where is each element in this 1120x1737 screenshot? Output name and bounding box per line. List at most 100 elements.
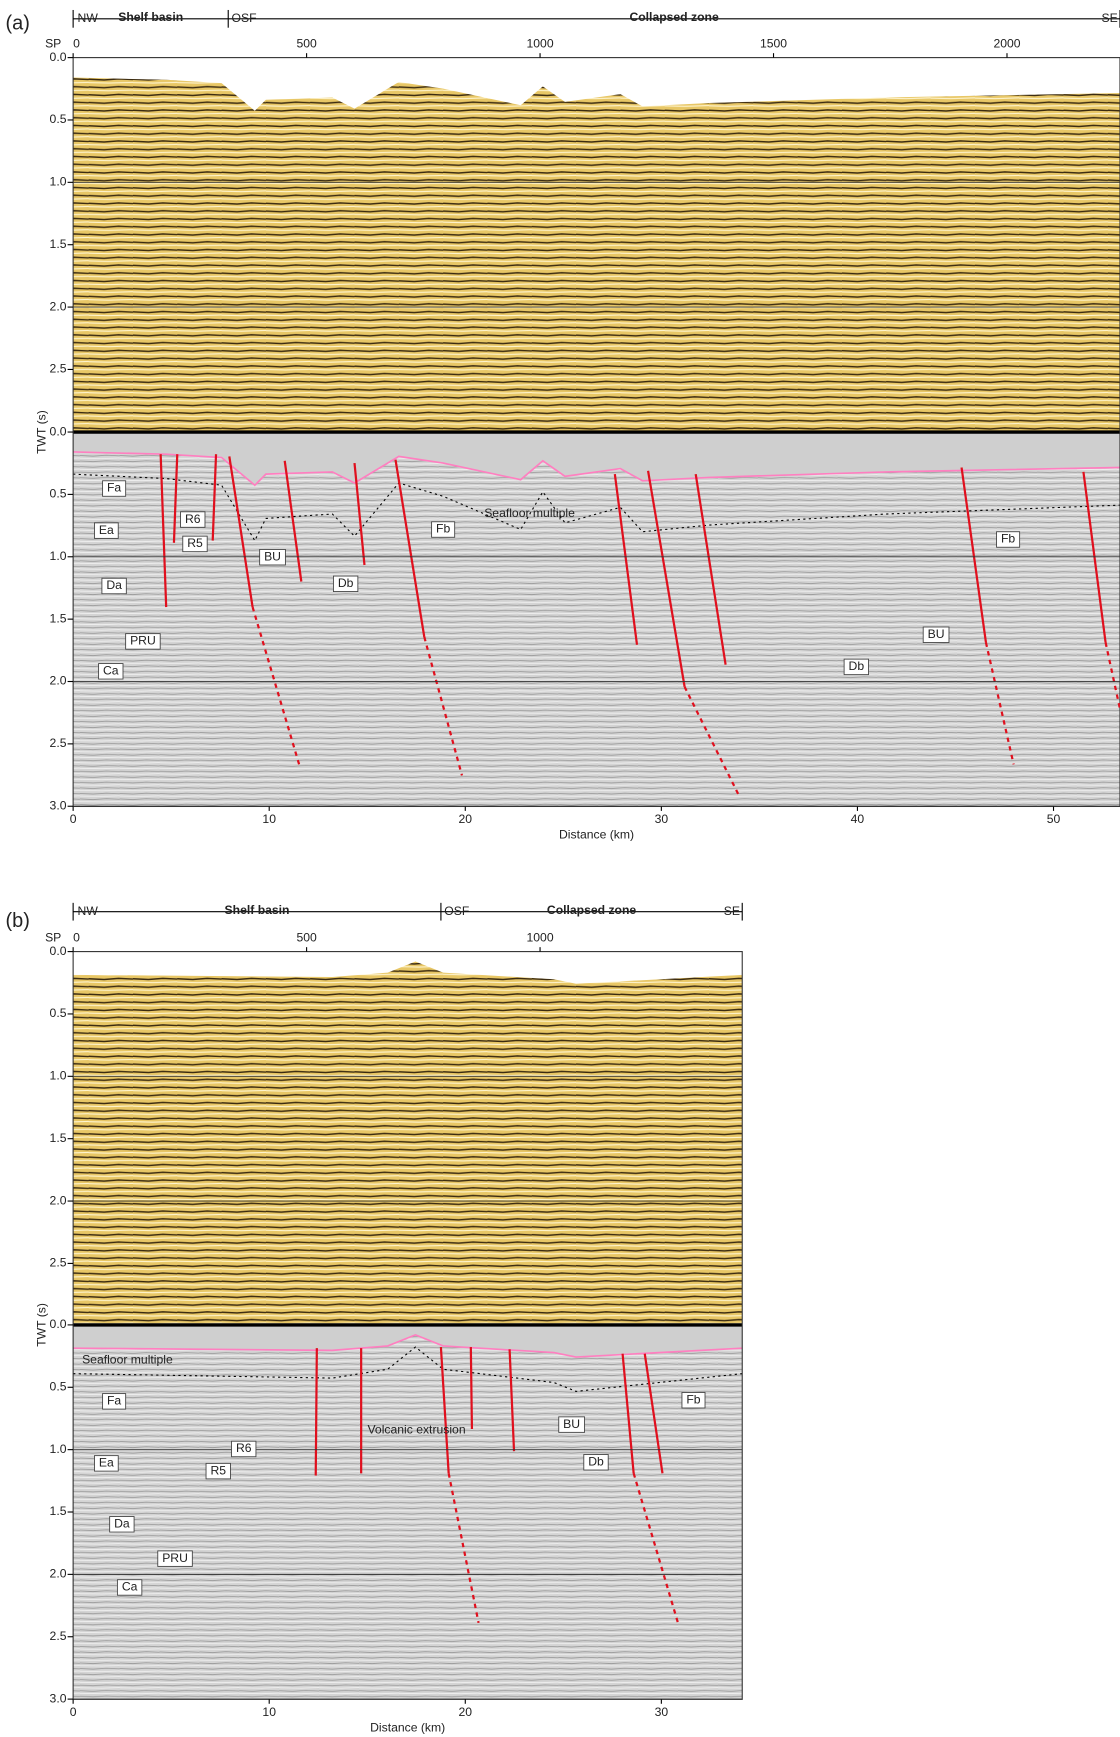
y-tick-label: 1.0 <box>50 175 67 189</box>
annotation-box <box>431 521 456 538</box>
fault <box>353 462 366 566</box>
annotation-box <box>109 1516 135 1533</box>
seismic-interpreted <box>73 1324 743 1700</box>
annotation: BU <box>563 1417 580 1431</box>
y-tick-label: 3.0 <box>50 798 67 812</box>
sp-tick-label: 2000 <box>993 37 1020 51</box>
sp-tick-label: 500 <box>296 37 317 51</box>
annotation-box <box>98 663 124 680</box>
panel: (b) NW Shelf basin OSF Collapsed zone SE SP 0 50… <box>6 903 743 1734</box>
annotation: R5 <box>210 1463 226 1477</box>
fault <box>211 454 218 541</box>
annotation: Fa <box>107 1394 121 1408</box>
header-side: NW <box>78 11 99 25</box>
x-tick-label: 30 <box>655 1705 669 1719</box>
annotation: BU <box>928 627 945 641</box>
y-tick-label: 0.5 <box>50 1006 67 1020</box>
annotation-box <box>116 1579 143 1596</box>
y-tick-label: 2.5 <box>50 362 67 376</box>
seismic-raw <box>73 951 743 1325</box>
annotation: Db <box>338 576 354 590</box>
y-axis-label: TWT (s) <box>34 410 48 454</box>
header-zone: Collapsed zone <box>547 903 637 917</box>
header-zone: Shelf basin <box>118 10 183 24</box>
y-axis-label: TWT (s) <box>34 1303 48 1347</box>
y-tick-label: 0.5 <box>50 1379 67 1393</box>
fault <box>508 1349 516 1452</box>
annotation: Seafloor multiple <box>82 1353 173 1367</box>
y-tick-label: 0.0 <box>50 1317 67 1331</box>
y-tick-label: 0.5 <box>50 112 67 126</box>
annotation: Ca <box>103 664 119 678</box>
fault-inferred <box>447 1473 480 1624</box>
annotation-box <box>180 511 206 528</box>
fault <box>283 460 303 582</box>
y-tick-label: 2.5 <box>50 1256 67 1270</box>
annotation-box <box>843 658 869 676</box>
annotation-box <box>259 549 286 566</box>
y-tick-label: 0.5 <box>50 487 67 501</box>
annotation: Da <box>106 578 122 592</box>
y-tick-label: 1.5 <box>50 1131 67 1145</box>
header-side: SE <box>724 904 740 918</box>
y-tick-label: 0.0 <box>50 424 67 438</box>
water-column <box>73 57 1120 111</box>
sp-label: SP <box>45 37 61 51</box>
x-tick-label: 20 <box>459 1705 473 1719</box>
annotation: Fb <box>686 1392 700 1406</box>
x-tick-label: 30 <box>655 812 669 826</box>
fault-inferred <box>251 606 301 765</box>
annotation-box <box>583 1454 609 1471</box>
panel-label: (b) <box>6 910 30 932</box>
sp-tick-label: 1000 <box>527 931 554 945</box>
annotation-box <box>101 577 127 595</box>
annotation-box <box>102 480 127 497</box>
header-zone: Collapsed zone <box>629 10 719 24</box>
water-column <box>73 432 1120 486</box>
annotation-box <box>125 633 161 650</box>
annotation-box <box>94 1455 119 1472</box>
fault <box>643 1353 664 1474</box>
annotation-box <box>157 1550 193 1567</box>
annotation: Fa <box>107 481 121 495</box>
fault-inferred <box>683 686 742 799</box>
y-tick-label: 1.0 <box>50 549 67 563</box>
y-tick-label: 2.5 <box>50 1629 67 1643</box>
annotation: Da <box>114 1517 130 1531</box>
fault <box>159 454 168 608</box>
annotation: Volcanic extrusion <box>367 1422 465 1436</box>
y-tick-label: 2.0 <box>50 674 67 688</box>
water-column <box>73 951 743 984</box>
y-tick-label: 2.0 <box>50 1567 67 1581</box>
annotation: Ea <box>99 523 114 537</box>
annotation-box <box>332 575 359 592</box>
x-axis-label: Distance (km) <box>559 827 634 841</box>
annotation: PRU <box>130 634 156 648</box>
x-tick-label: 10 <box>262 812 276 826</box>
fault-inferred <box>984 642 1015 765</box>
panel-label: (a) <box>6 13 30 35</box>
sp-tick-label: 500 <box>296 931 317 945</box>
y-tick-label: 1.0 <box>50 1442 67 1456</box>
fault-inferred <box>423 636 464 776</box>
y-tick-label: 1.0 <box>50 1069 67 1083</box>
header-zone: OSF <box>232 11 257 25</box>
annotation: Ea <box>99 1456 114 1470</box>
fault <box>172 454 179 543</box>
annotation-box <box>558 1416 585 1433</box>
seafloor <box>73 1333 743 1358</box>
fault <box>621 1353 635 1474</box>
y-tick-label: 2.0 <box>50 299 67 313</box>
header-side: NW <box>78 904 99 918</box>
x-tick-label: 40 <box>851 812 865 826</box>
sp-label: SP <box>45 931 61 945</box>
fault <box>394 459 426 638</box>
annotation: Ca <box>122 1580 138 1594</box>
sp-tick-label: 1500 <box>760 37 787 51</box>
fault <box>439 1346 450 1474</box>
annotation: PRU <box>162 1551 188 1565</box>
annotation-box <box>231 1440 257 1458</box>
header-side: SE <box>1102 11 1118 25</box>
y-tick-label: 1.5 <box>50 237 67 251</box>
